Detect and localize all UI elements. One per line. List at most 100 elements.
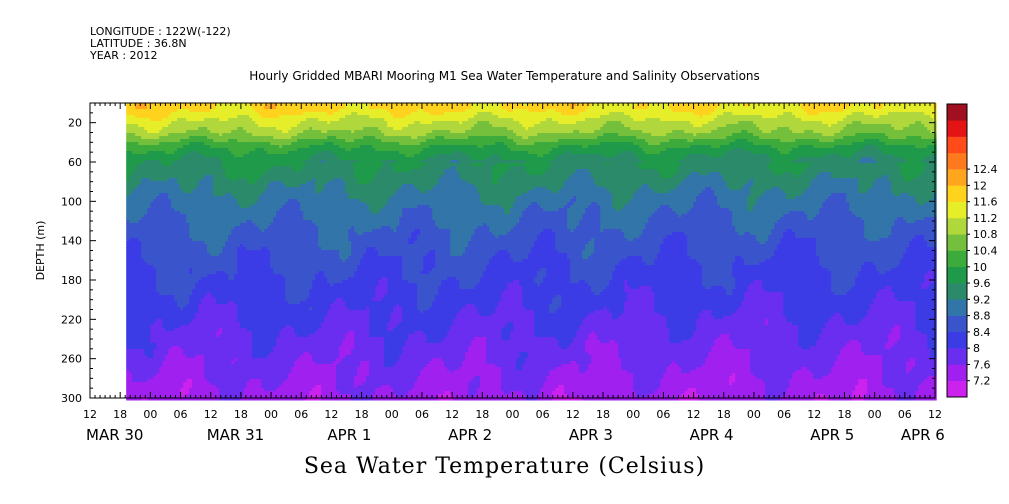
heatmap-cell: [150, 334, 154, 338]
heatmap-cell: [150, 337, 154, 341]
heatmap-cell: [201, 358, 205, 362]
heatmap-cell: [246, 337, 250, 341]
heatmap-cell: [165, 289, 169, 293]
heatmap-cell: [180, 217, 184, 221]
heatmap-cell: [177, 364, 181, 368]
heatmap-cell: [204, 220, 208, 224]
heatmap-cell: [189, 211, 193, 215]
heatmap-cell: [147, 193, 151, 197]
heatmap-cell: [210, 358, 214, 362]
heatmap-cell: [168, 202, 172, 206]
heatmap-cell: [237, 121, 241, 125]
heatmap-cell: [234, 244, 238, 248]
heatmap-cell: [231, 340, 235, 344]
heatmap-cell: [168, 178, 172, 182]
heatmap-cell: [216, 265, 220, 269]
heatmap-cell: [180, 139, 184, 143]
heatmap-cell: [237, 118, 241, 122]
heatmap-cell: [186, 157, 190, 161]
heatmap-cell: [138, 262, 142, 266]
heatmap-cell: [162, 187, 166, 191]
heatmap-cell: [249, 325, 253, 329]
heatmap-cell: [261, 346, 265, 350]
heatmap-cell: [210, 289, 214, 293]
heatmap-cell: [228, 160, 232, 164]
heatmap-cell: [138, 382, 142, 386]
heatmap-cell: [219, 397, 223, 401]
heatmap-cell: [246, 115, 250, 119]
heatmap-cell: [165, 364, 169, 368]
heatmap-cell: [207, 352, 211, 356]
heatmap-cell: [216, 163, 220, 167]
heatmap-cell: [189, 295, 193, 299]
heatmap-cell: [273, 298, 277, 302]
heatmap-cell: [192, 235, 196, 239]
heatmap-cell: [162, 376, 166, 380]
heatmap-cell: [219, 289, 223, 293]
heatmap-cell: [231, 184, 235, 188]
heatmap-cell: [231, 136, 235, 140]
heatmap-cell: [231, 319, 235, 323]
heatmap-cell: [180, 262, 184, 266]
heatmap-cell: [171, 145, 175, 149]
heatmap-cell: [159, 106, 163, 110]
heatmap-cell: [186, 289, 190, 293]
heatmap-cell: [162, 133, 166, 137]
heatmap-cell: [207, 121, 211, 125]
heatmap-cell: [216, 151, 220, 155]
heatmap-cell: [147, 217, 151, 221]
heatmap-cell: [228, 223, 232, 227]
heatmap-cell: [180, 394, 184, 398]
heatmap-cell: [165, 328, 169, 332]
heatmap-cell: [156, 352, 160, 356]
heatmap-cell: [186, 193, 190, 197]
heatmap-cell: [267, 253, 271, 257]
heatmap-cell: [177, 130, 181, 134]
heatmap-cell: [198, 112, 202, 116]
heatmap-cell: [129, 109, 133, 113]
heatmap-cell: [159, 190, 163, 194]
heatmap-cell: [243, 130, 247, 134]
heatmap-cell: [267, 136, 271, 140]
heatmap-cell: [186, 358, 190, 362]
heatmap-cell: [132, 310, 136, 314]
heatmap-cell: [156, 115, 160, 119]
heatmap-cell: [192, 139, 196, 143]
heatmap-cell: [177, 391, 181, 395]
heatmap-cell: [162, 145, 166, 149]
heatmap-cell: [261, 166, 265, 170]
heatmap-cell: [147, 202, 151, 206]
heatmap-cell: [237, 169, 241, 173]
heatmap-cell: [252, 211, 256, 215]
heatmap-cell: [213, 181, 217, 185]
heatmap-cell: [129, 112, 133, 116]
heatmap-cell: [201, 214, 205, 218]
heatmap-cell: [243, 127, 247, 131]
heatmap-cell: [180, 193, 184, 197]
heatmap-cell: [138, 295, 142, 299]
heatmap-cell: [240, 370, 244, 374]
heatmap-cell: [150, 241, 154, 245]
heatmap-cell: [144, 322, 148, 326]
heatmap-cell: [273, 325, 277, 329]
heatmap-cell: [231, 202, 235, 206]
longitude-label: LONGITUDE : 122W(-122): [90, 26, 231, 38]
heatmap-cell: [171, 244, 175, 248]
heatmap-cell: [252, 280, 256, 284]
heatmap-cell: [201, 283, 205, 287]
heatmap-cell: [147, 379, 151, 383]
heatmap-cell: [126, 331, 130, 335]
heatmap-cell: [240, 274, 244, 278]
heatmap-cell: [186, 175, 190, 179]
heatmap-cell: [243, 241, 247, 245]
heatmap-cell: [198, 118, 202, 122]
heatmap-cell: [126, 388, 130, 392]
heatmap-cell: [219, 127, 223, 131]
heatmap-cell: [132, 340, 136, 344]
heatmap-cell: [201, 193, 205, 197]
heatmap-cell: [267, 154, 271, 158]
heatmap-cell: [255, 211, 259, 215]
heatmap-cell: [201, 175, 205, 179]
heatmap-cell: [135, 379, 139, 383]
heatmap-cell: [228, 295, 232, 299]
